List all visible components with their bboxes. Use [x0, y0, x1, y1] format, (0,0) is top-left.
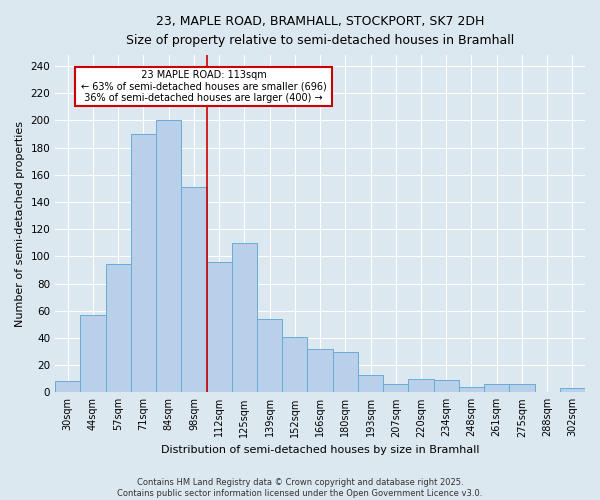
Bar	[80, 315, 106, 392]
Bar	[434, 380, 459, 392]
Y-axis label: Number of semi-detached properties: Number of semi-detached properties	[15, 120, 25, 326]
Text: Contains HM Land Registry data © Crown copyright and database right 2025.
Contai: Contains HM Land Registry data © Crown c…	[118, 478, 482, 498]
Bar	[106, 264, 131, 392]
Bar	[484, 384, 509, 392]
Bar	[409, 378, 434, 392]
Bar	[560, 388, 585, 392]
Bar	[383, 384, 409, 392]
Title: 23, MAPLE ROAD, BRAMHALL, STOCKPORT, SK7 2DH
Size of property relative to semi-d: 23, MAPLE ROAD, BRAMHALL, STOCKPORT, SK7…	[126, 15, 514, 47]
Bar	[156, 120, 181, 392]
Bar	[257, 319, 282, 392]
Bar	[332, 352, 358, 393]
Bar	[509, 384, 535, 392]
Bar	[206, 262, 232, 392]
Bar	[282, 336, 307, 392]
Bar	[131, 134, 156, 392]
Bar	[232, 242, 257, 392]
Bar	[181, 187, 206, 392]
Bar	[459, 387, 484, 392]
Text: 23 MAPLE ROAD: 113sqm  
← 63% of semi-detached houses are smaller (696)
  36% of: 23 MAPLE ROAD: 113sqm ← 63% of semi-deta…	[78, 70, 329, 103]
X-axis label: Distribution of semi-detached houses by size in Bramhall: Distribution of semi-detached houses by …	[161, 445, 479, 455]
Bar	[307, 349, 332, 393]
Bar	[55, 382, 80, 392]
Bar	[358, 374, 383, 392]
